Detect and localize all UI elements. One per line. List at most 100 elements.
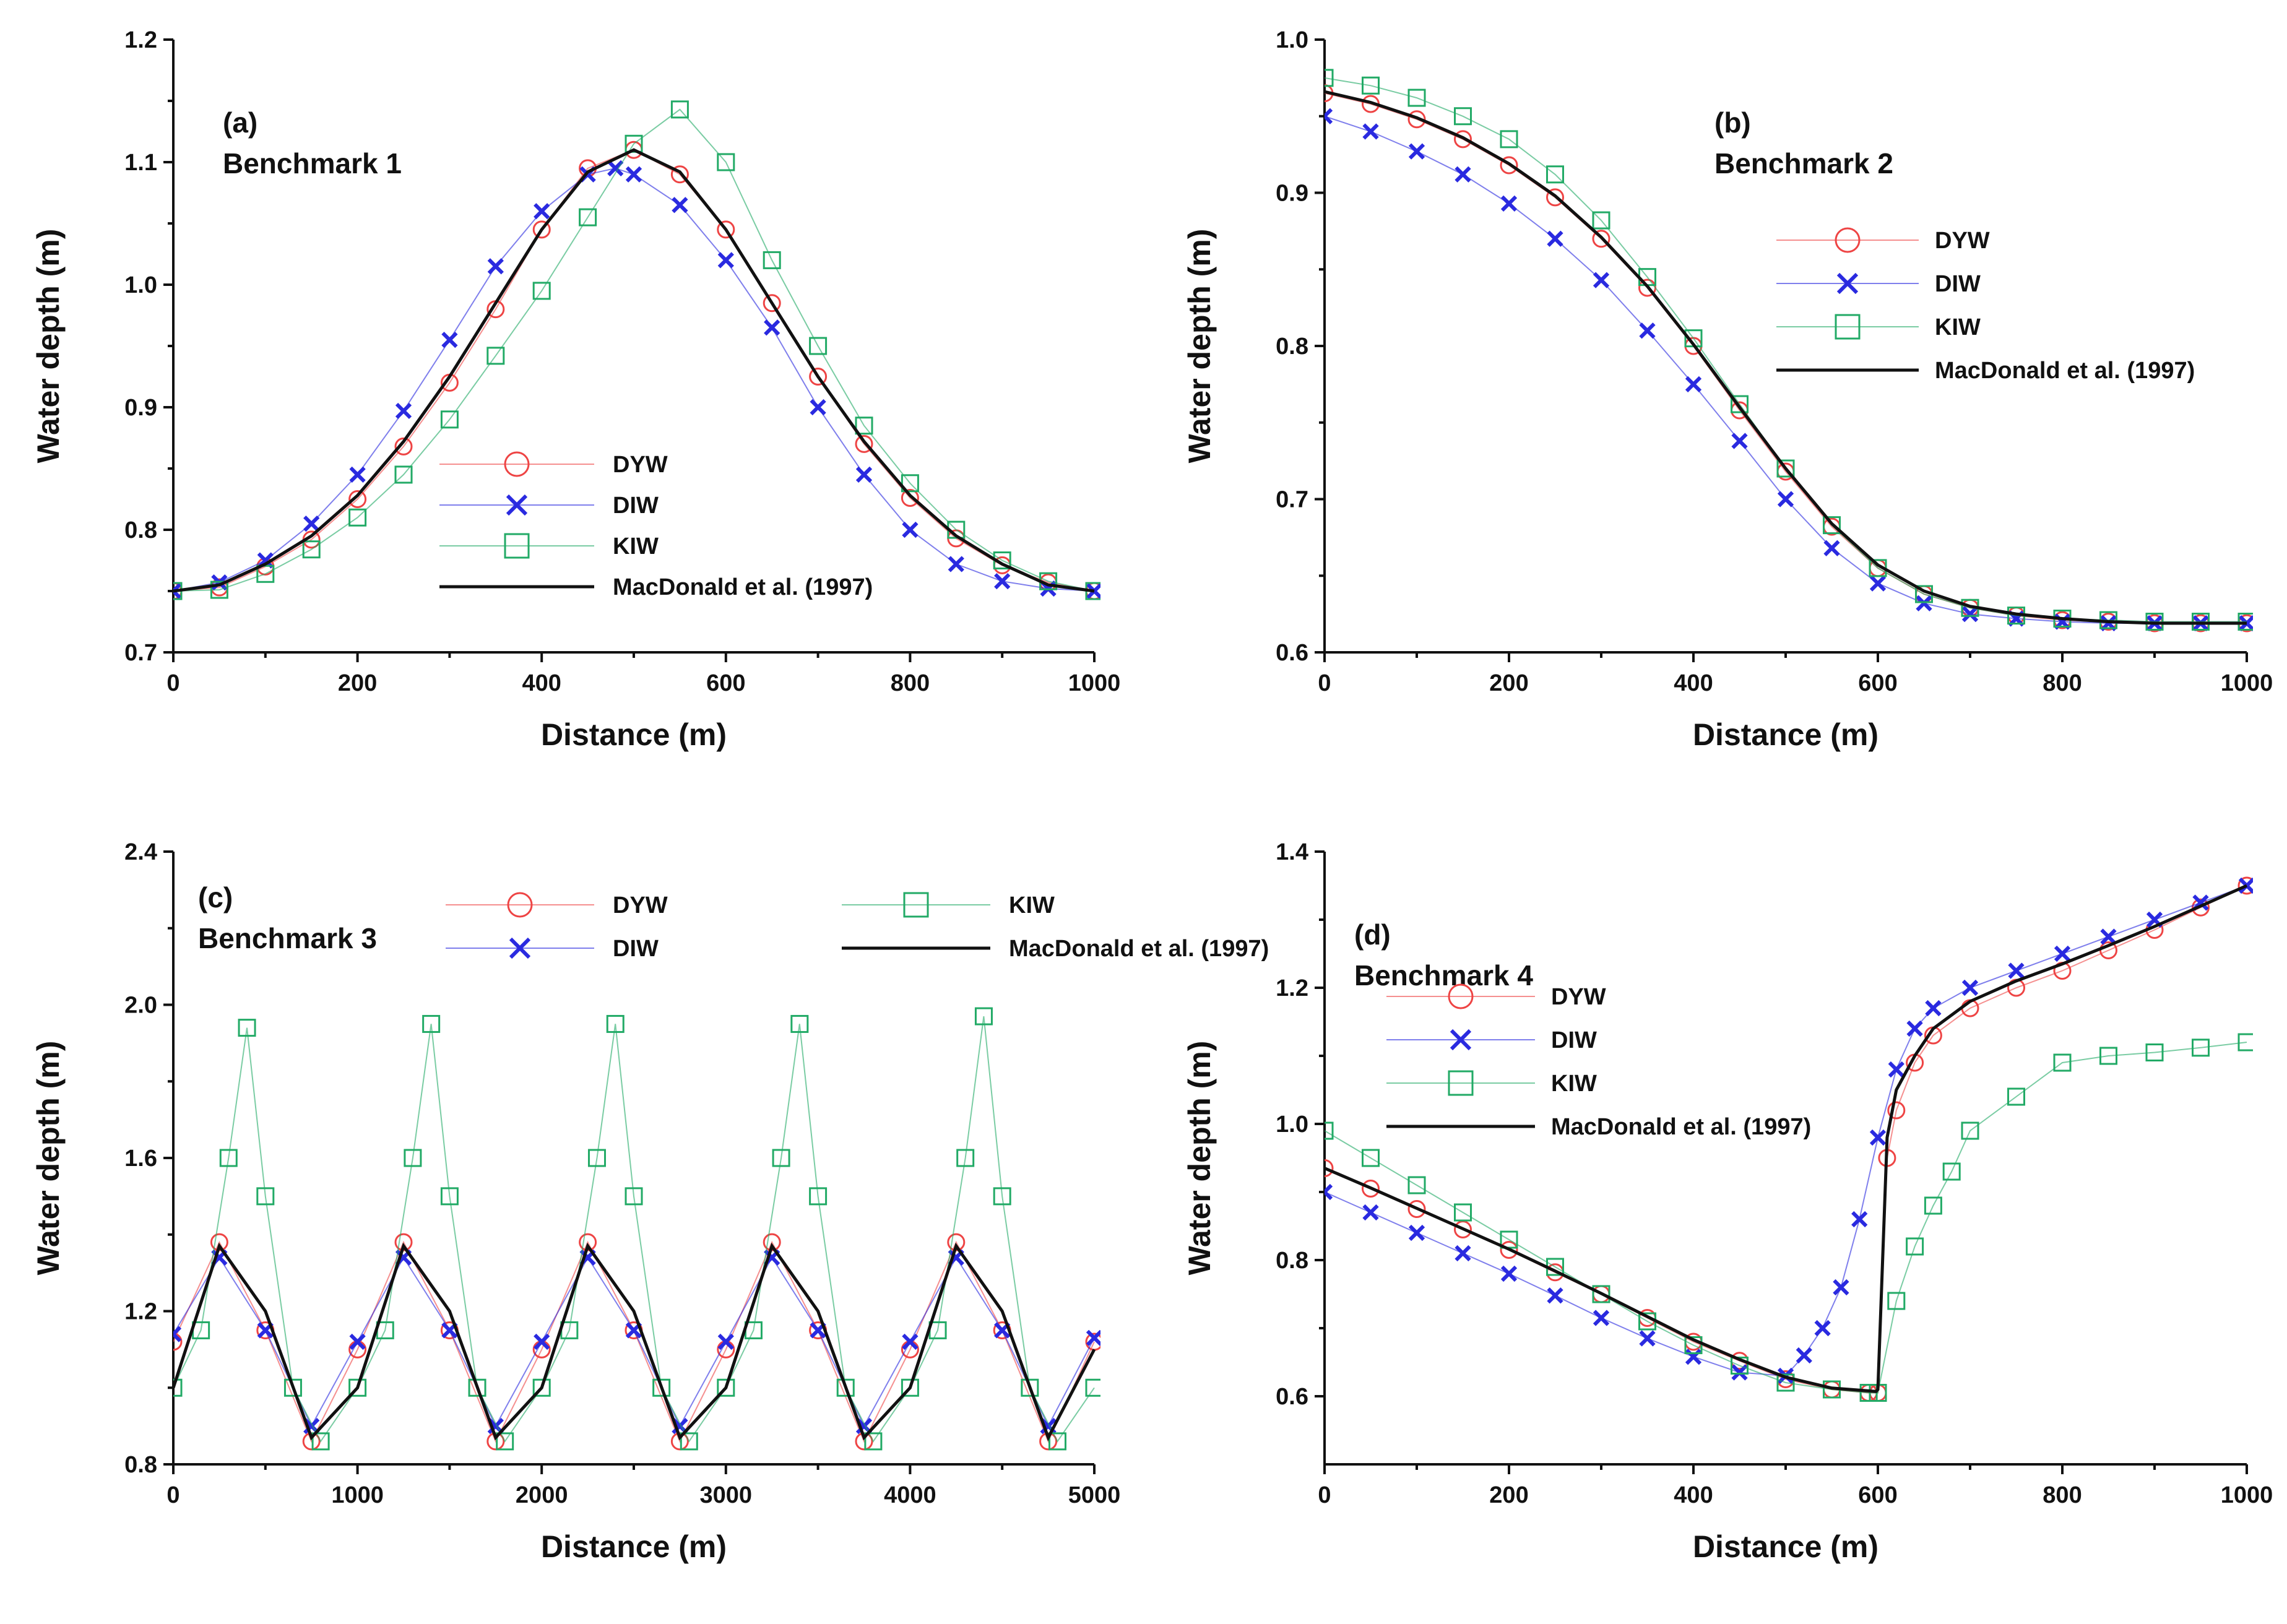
data-point bbox=[1500, 1265, 1518, 1282]
data-point bbox=[587, 1149, 606, 1167]
data-point bbox=[1823, 516, 1841, 535]
series-line-1 bbox=[173, 1240, 1095, 1443]
series-line-2 bbox=[173, 167, 1095, 592]
data-point bbox=[1407, 110, 1426, 129]
data-point bbox=[1925, 1000, 1942, 1017]
data-point bbox=[855, 434, 873, 453]
data-point bbox=[1362, 1180, 1380, 1198]
legend-marker-3 bbox=[1835, 314, 1861, 340]
x-axis-title: Distance (m) bbox=[541, 1529, 727, 1564]
y-tick-label: 1.6 bbox=[124, 1146, 157, 1172]
data-point bbox=[901, 474, 919, 493]
data-point bbox=[836, 1378, 855, 1397]
data-point bbox=[349, 466, 366, 483]
data-point bbox=[809, 1187, 828, 1206]
data-point bbox=[468, 1378, 486, 1397]
data-point bbox=[901, 1378, 919, 1397]
y-axis-title: Water depth (m) bbox=[31, 229, 66, 464]
legend-label-2: DIW bbox=[1551, 1027, 1597, 1053]
x-axis-title: Distance (m) bbox=[1693, 1529, 1878, 1564]
legend-marker-1 bbox=[504, 451, 530, 477]
data-point bbox=[1455, 166, 1471, 183]
data-point bbox=[210, 581, 228, 599]
x-tick-label: 200 bbox=[338, 670, 377, 696]
y-tick-label: 0.7 bbox=[1276, 487, 1308, 513]
data-point bbox=[1407, 1176, 1426, 1194]
legend-marker-3 bbox=[504, 533, 530, 559]
series-line-4 bbox=[173, 148, 1095, 593]
data-point bbox=[764, 319, 780, 336]
data-point bbox=[534, 203, 550, 220]
data-point bbox=[772, 1149, 790, 1167]
data-point bbox=[1547, 1287, 1563, 1304]
data-point bbox=[1961, 1121, 1979, 1140]
data-point bbox=[790, 1014, 809, 1033]
x-tick-label: 0 bbox=[166, 1482, 179, 1508]
y-tick-label: 1.1 bbox=[124, 150, 157, 176]
data-point bbox=[441, 331, 458, 348]
data-point bbox=[2008, 962, 2025, 979]
legend-label-4: MacDonald et al. (1997) bbox=[613, 574, 873, 600]
y-tick-label: 0.6 bbox=[1276, 1384, 1308, 1410]
data-point bbox=[1325, 1121, 1334, 1140]
data-point bbox=[1085, 1378, 1100, 1397]
data-point bbox=[404, 1149, 422, 1167]
data-point bbox=[1325, 108, 1333, 124]
data-point bbox=[173, 582, 182, 600]
data-point bbox=[1906, 1237, 1924, 1256]
data-point bbox=[219, 1149, 238, 1167]
data-point bbox=[1500, 195, 1518, 212]
y-tick-label: 1.2 bbox=[124, 1299, 157, 1325]
x-tick-label: 600 bbox=[706, 670, 745, 696]
data-point bbox=[1407, 1200, 1426, 1218]
y-tick-label: 1.2 bbox=[1276, 975, 1308, 1001]
data-point bbox=[348, 1378, 367, 1397]
data-point bbox=[486, 347, 505, 365]
panel-title: Benchmark 3 bbox=[198, 922, 377, 954]
data-point bbox=[855, 417, 873, 435]
data-point bbox=[680, 1432, 698, 1451]
legend-label-2: DIW bbox=[613, 493, 659, 519]
data-point bbox=[1547, 230, 1563, 247]
y-tick-label: 2.4 bbox=[124, 839, 157, 865]
y-tick-label: 0.9 bbox=[124, 395, 157, 421]
legend-label-3: KIW bbox=[613, 533, 659, 559]
data-point bbox=[1776, 1373, 1795, 1392]
series-line-3 bbox=[173, 1016, 1095, 1443]
data-point bbox=[2007, 1087, 2025, 1106]
data-point bbox=[173, 1332, 183, 1351]
data-point bbox=[2192, 898, 2210, 917]
data-point bbox=[1961, 979, 1979, 996]
data-point bbox=[394, 437, 413, 456]
data-point bbox=[532, 282, 551, 300]
data-point bbox=[1325, 1159, 1334, 1177]
data-point bbox=[1869, 1129, 1887, 1146]
y-tick-label: 0.6 bbox=[1276, 640, 1308, 666]
data-point bbox=[2237, 876, 2253, 895]
legend-label-1: DYW bbox=[613, 892, 668, 918]
data-point bbox=[974, 1007, 993, 1026]
data-point bbox=[579, 208, 597, 227]
legend-marker-3 bbox=[903, 892, 929, 918]
panel-label: (d) bbox=[1354, 918, 1391, 951]
data-point bbox=[1546, 188, 1564, 207]
y-tick-label: 0.9 bbox=[1276, 181, 1308, 207]
data-point bbox=[1454, 130, 1472, 149]
data-point bbox=[303, 515, 320, 532]
data-point bbox=[348, 508, 367, 527]
chart-panel-3: 0 1000 2000 3000 4000 5000 0.8 1.2 1.6 2.0 2.4 Dist… bbox=[31, 839, 1269, 1564]
data-point bbox=[173, 1326, 182, 1342]
series-group bbox=[1325, 876, 2253, 1402]
data-point bbox=[1731, 1357, 1749, 1375]
data-point bbox=[809, 337, 828, 355]
data-point bbox=[1362, 1149, 1380, 1167]
data-point bbox=[2100, 928, 2117, 945]
data-point bbox=[1776, 459, 1795, 478]
chart-panel-2: 0 200 400 600 800 1000 0.6 0.7 0.8 0.9 1.0 Distance… bbox=[1182, 27, 2273, 752]
x-tick-label: 1000 bbox=[2221, 670, 2273, 696]
x-tick-label: 200 bbox=[1489, 670, 1528, 696]
x-tick-label: 0 bbox=[1318, 1482, 1331, 1508]
data-point bbox=[902, 1333, 919, 1350]
data-point bbox=[670, 100, 689, 119]
